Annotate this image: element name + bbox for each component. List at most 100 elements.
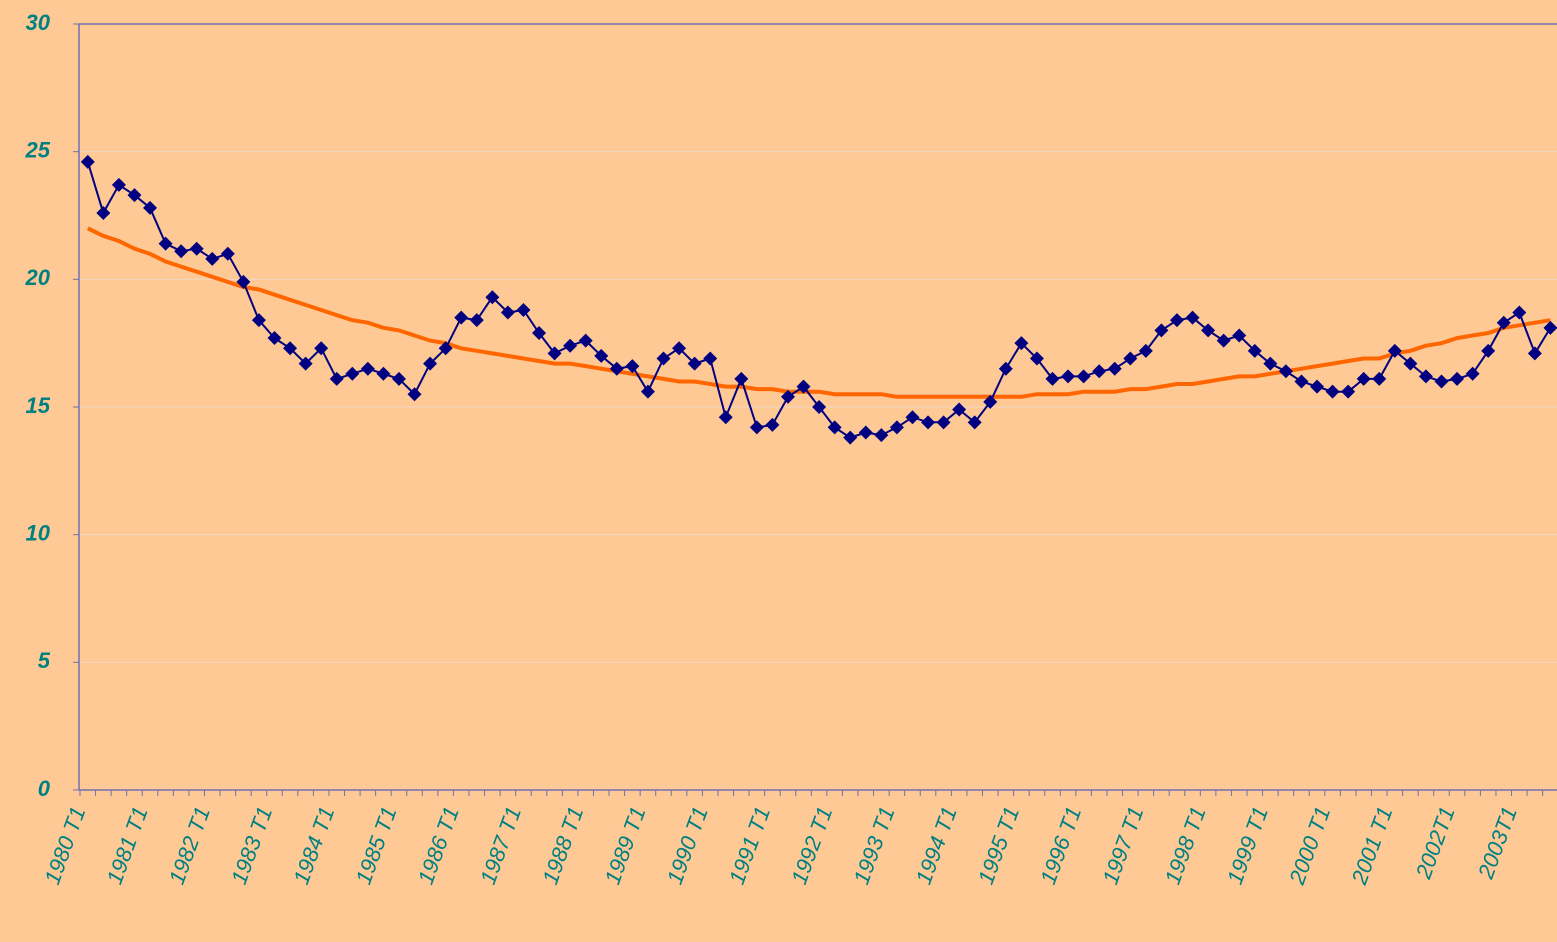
data-point — [423, 356, 438, 371]
data-point — [267, 331, 282, 346]
y-tick-label: 20 — [25, 265, 51, 290]
data-point — [236, 274, 251, 289]
data-point — [1481, 343, 1496, 358]
x-tick-label: 1980 T1 — [39, 803, 90, 887]
x-tick-label: 1993 T1 — [848, 803, 899, 887]
x-tick-label: 1984 T1 — [288, 803, 339, 887]
data-point — [1185, 310, 1200, 325]
x-tick-label: 2000 T1 — [1284, 803, 1335, 888]
x-tick-label: 1982 T1 — [164, 803, 215, 887]
data-point — [1076, 369, 1091, 384]
data-point — [594, 348, 609, 363]
data-point — [905, 410, 920, 425]
data-point — [454, 310, 469, 325]
data-point — [687, 356, 702, 371]
data-point — [127, 188, 142, 203]
data-point — [500, 305, 515, 320]
data-point — [143, 200, 158, 215]
data-point — [1029, 351, 1044, 366]
data-point — [314, 341, 329, 356]
data-point — [376, 366, 391, 381]
data-point — [858, 425, 873, 440]
x-tick-label: 1988 T1 — [537, 803, 588, 887]
data-point — [1123, 351, 1138, 366]
data-point — [1418, 369, 1433, 384]
data-point — [111, 177, 126, 192]
data-point — [80, 154, 95, 169]
x-tick-label: 1998 T1 — [1160, 803, 1211, 887]
x-tick-label: 1981 T1 — [102, 803, 153, 887]
data-point — [1310, 379, 1325, 394]
data-point — [889, 420, 904, 435]
data-point — [360, 361, 375, 376]
x-tick-label: 1989 T1 — [600, 803, 651, 887]
y-tick-label: 10 — [26, 520, 51, 545]
data-point — [1294, 374, 1309, 389]
data-point — [656, 351, 671, 366]
data-point — [329, 371, 344, 386]
data-point — [189, 241, 204, 256]
data-point — [1045, 371, 1060, 386]
data-point — [1014, 336, 1029, 351]
data-point — [1527, 346, 1542, 361]
data-point — [1247, 343, 1262, 358]
data-point — [1138, 343, 1153, 358]
data-point — [1434, 374, 1449, 389]
data-point — [780, 389, 795, 404]
data-point — [283, 341, 298, 356]
data-point — [298, 356, 313, 371]
data-point — [874, 428, 889, 443]
data-point — [640, 384, 655, 399]
data-point — [936, 415, 951, 430]
x-tick-label: 1983 T1 — [226, 803, 277, 887]
data-point — [952, 402, 967, 417]
data-point — [1278, 364, 1293, 379]
data-point — [1216, 333, 1231, 348]
data-point — [391, 371, 406, 386]
data-point — [158, 236, 173, 251]
x-tick-label: 1987 T1 — [475, 803, 526, 887]
x-tick-label: 1999 T1 — [1222, 803, 1273, 887]
x-tick-label: 1995 T1 — [973, 803, 1024, 887]
data-point — [1356, 371, 1371, 386]
data-point — [1232, 328, 1247, 343]
data-point — [469, 313, 484, 328]
data-point — [625, 359, 640, 374]
data-point — [220, 246, 235, 261]
data-point — [967, 415, 982, 430]
x-tick-label: 2001 T1 — [1346, 803, 1397, 888]
data-point — [96, 205, 111, 220]
data-point — [1341, 384, 1356, 399]
data-point — [345, 366, 360, 381]
data-point — [1201, 323, 1216, 338]
data-point — [765, 417, 780, 432]
x-tick-label: 1986 T1 — [413, 803, 464, 887]
data-point — [998, 361, 1013, 376]
y-tick-label: 25 — [25, 137, 51, 162]
x-tick-label: 1990 T1 — [662, 803, 713, 887]
data-point — [251, 313, 266, 328]
data-point — [1263, 356, 1278, 371]
y-tick-label: 15 — [26, 393, 51, 418]
data-point — [407, 387, 422, 402]
data-point — [516, 302, 531, 317]
data-point — [672, 341, 687, 356]
data-point — [438, 341, 453, 356]
series-line — [86, 226, 1551, 399]
data-point — [1169, 313, 1184, 328]
data-point — [563, 338, 578, 353]
x-tick-label: 2003T1 — [1473, 803, 1522, 883]
data-point — [1107, 361, 1122, 376]
data-point — [1092, 364, 1107, 379]
data-point — [1387, 343, 1402, 358]
data-point — [1061, 369, 1076, 384]
data-point — [485, 290, 500, 305]
y-tick-label: 30 — [26, 10, 51, 35]
data-point — [1325, 384, 1340, 399]
data-point — [205, 251, 220, 266]
x-tick-label: 2002T1 — [1410, 803, 1459, 883]
data-point — [718, 410, 733, 425]
x-tick-label: 1985 T1 — [351, 803, 402, 887]
